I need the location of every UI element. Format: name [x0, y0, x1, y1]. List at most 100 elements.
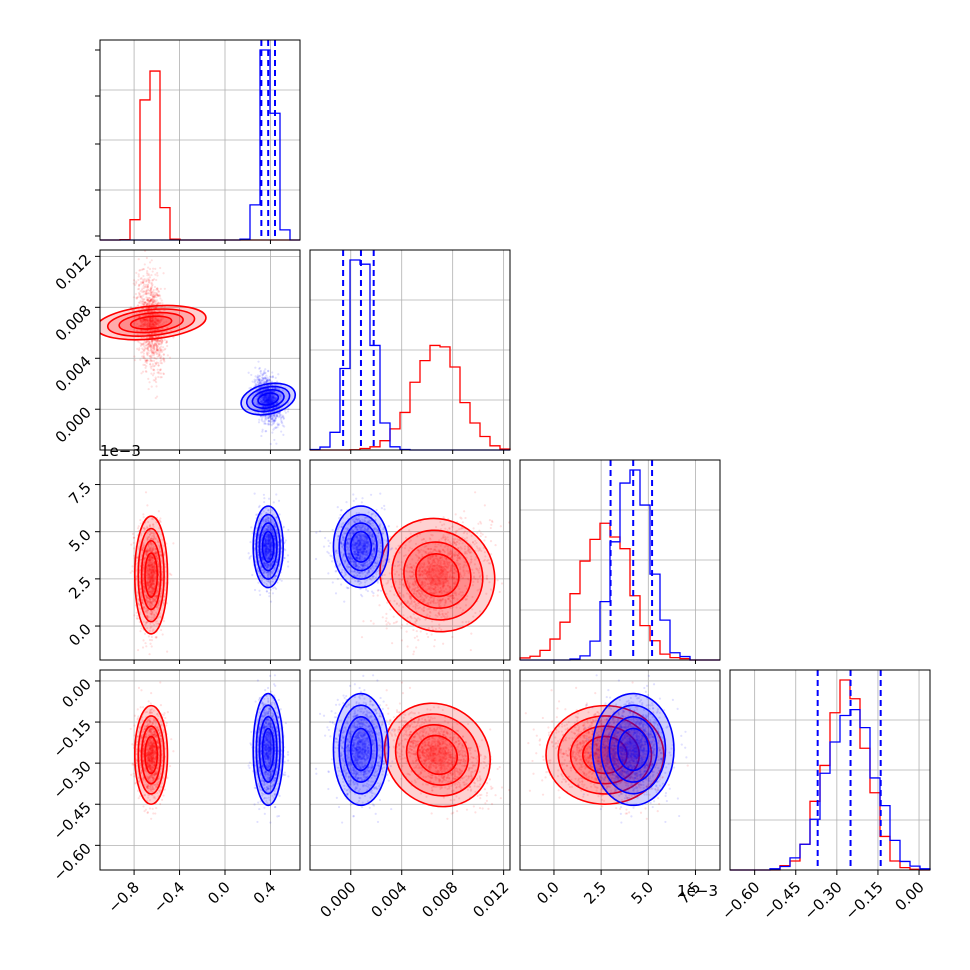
sample-point [159, 348, 162, 351]
sample-point [269, 400, 272, 403]
sample-point [142, 290, 145, 294]
sample-point [263, 399, 266, 402]
sample-point [149, 298, 153, 301]
sample-point [273, 390, 276, 393]
sample-point [135, 280, 138, 283]
sample-point [152, 322, 155, 326]
sample-point [142, 546, 145, 549]
sample-point [155, 344, 158, 348]
sample-point [154, 537, 158, 540]
sample-point [159, 297, 162, 300]
sample-point [140, 627, 143, 630]
sample-point [265, 397, 268, 400]
sample-point [152, 299, 156, 302]
sample-point [151, 350, 154, 353]
sample-point [159, 592, 163, 596]
sample-point [267, 394, 270, 398]
sample-point [261, 396, 264, 399]
sample-point [160, 318, 163, 321]
sample-point [149, 357, 152, 360]
sample-point [269, 400, 273, 403]
sample-point [263, 400, 267, 403]
sample-point [155, 622, 158, 625]
sample-point [148, 554, 152, 557]
sample-point [249, 555, 253, 558]
sample-point [256, 376, 259, 379]
sample-point [269, 600, 273, 603]
sample-point [261, 388, 265, 391]
sample-point [258, 381, 261, 384]
sample-point [157, 319, 160, 322]
sample-point [151, 279, 154, 282]
sample-point [145, 549, 149, 552]
sample-point [146, 569, 149, 572]
sample-point [263, 381, 266, 384]
sample-point [149, 558, 152, 561]
sample-point [151, 270, 154, 273]
sample-point [153, 568, 156, 571]
sample-point [148, 322, 152, 326]
sample-point [271, 386, 274, 390]
sample-point [145, 525, 149, 528]
sample-point [155, 338, 158, 342]
sample-point [157, 318, 160, 321]
sample-point [146, 270, 149, 273]
sample-point [262, 405, 265, 408]
sample-point [256, 374, 259, 377]
sample-point [264, 400, 267, 403]
sample-point [152, 580, 155, 583]
sample-point [142, 325, 145, 329]
sample-point [144, 292, 147, 296]
sample-point [142, 281, 145, 284]
sample-point [145, 621, 148, 624]
sample-point [262, 396, 265, 399]
sample-point [140, 324, 144, 327]
sample-point [267, 423, 270, 426]
sample-point [146, 596, 150, 599]
sample-point [156, 590, 159, 593]
sample-point [139, 269, 142, 272]
sample-point [150, 577, 153, 580]
sample-point [155, 605, 159, 608]
sample-point [151, 344, 154, 347]
sample-point [267, 398, 270, 402]
sample-point [159, 349, 163, 353]
sample-point [155, 380, 158, 384]
sample-point [147, 274, 151, 277]
sample-point [151, 575, 154, 579]
sample-point [265, 402, 268, 405]
sample-point [264, 396, 267, 399]
sample-point [143, 349, 146, 352]
sample-point [154, 328, 158, 332]
sample-point [153, 562, 156, 566]
sample-point [275, 405, 278, 409]
sample-point [159, 376, 162, 379]
sample-point [262, 405, 265, 408]
sample-point [147, 349, 150, 352]
sample-point [157, 343, 160, 346]
sample-point [151, 283, 154, 286]
sample-point [149, 346, 152, 349]
sample-point [150, 286, 153, 289]
sample-point [270, 417, 274, 421]
panel-frame [99, 39, 301, 241]
sample-point [272, 403, 275, 407]
sample-point [150, 325, 154, 328]
sample-point [148, 319, 152, 323]
sample-point [150, 318, 153, 321]
sample-point [143, 632, 147, 635]
sample-point [257, 581, 260, 584]
sample-point [149, 555, 152, 558]
sample-point [269, 395, 272, 398]
sample-point [152, 348, 156, 351]
sample-point [150, 645, 153, 648]
sample-point [149, 299, 152, 302]
sample-point [153, 332, 156, 335]
sample-point [150, 321, 154, 324]
sample-point [141, 355, 144, 358]
sample-point [155, 322, 158, 325]
sample-point [156, 557, 159, 560]
sample-point [263, 369, 266, 373]
sample-point [158, 600, 161, 603]
sample-point [159, 517, 162, 520]
